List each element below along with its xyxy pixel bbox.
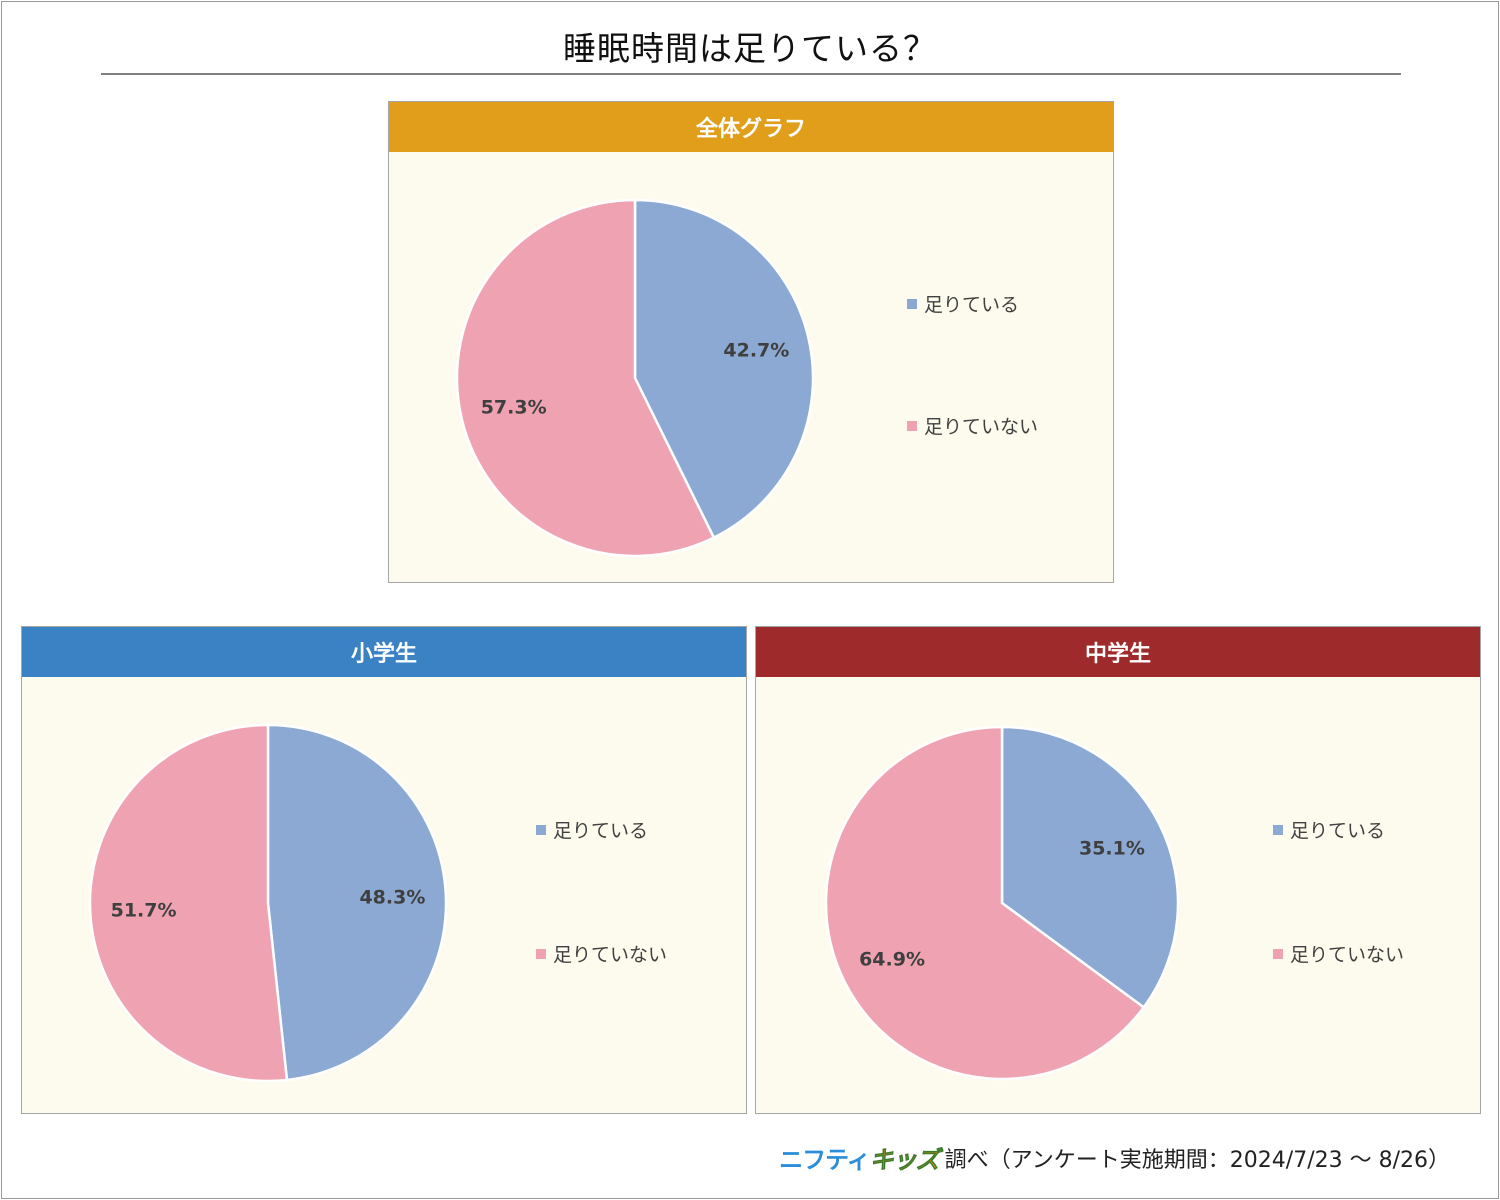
data-label: 57.3% [481,396,547,418]
pie-chart-overall: 42.7% 57.3% [455,198,815,558]
panel-header: 小学生 [22,627,746,677]
chart-panel-overall: 全体グラフ 42.7% 57.3% 足りている 足りていない [388,101,1114,583]
data-label: 42.7% [723,340,789,362]
legend-swatch [1273,948,1283,959]
pie-slice-not-enough [88,723,289,1083]
chart-panel-junior-high: 中学生 35.1% 64.9% 足りている 足りていない [755,626,1481,1114]
data-label: 48.3% [359,886,425,908]
legend-swatch [1273,824,1283,835]
legend-item-enough: 足りている [907,290,1019,317]
source-text: 調べ（アンケート実施期間：2024/7/23 ～ 8/26） [944,1147,1450,1173]
legend-label: 足りていない [1290,944,1405,966]
legend-swatch [536,948,546,959]
legend-label: 足りていない [924,416,1039,438]
brand-logo-part-b: キッズ [869,1146,940,1175]
chart-panel-elementary: 小学生 48.3% 51.7% 足りている 足りていない [21,626,747,1114]
pie-slice-not-enough [824,725,1146,1081]
legend-item-not-enough: 足りていない [907,412,1038,439]
legend-label: 足りていない [553,944,668,966]
pie-chart-junior-high: 35.1% 64.9% [824,725,1180,1081]
data-label: 35.1% [1079,837,1145,859]
pie-slice-enough [1000,725,1180,1010]
panel-title: 中学生 [1084,642,1151,667]
figure-title: 睡眠時間は足りている？ [563,29,937,68]
pie-chart-elementary: 48.3% 51.7% [88,723,448,1083]
data-label: 51.7% [111,900,177,922]
brand-logo: ニフティキッズ [779,1140,940,1175]
legend-swatch [536,824,546,835]
legend-swatch [907,298,917,309]
legend-item-not-enough: 足りていない [536,940,667,967]
pie-slice-not-enough [455,198,716,558]
source-footer: ニフティキッズ 調べ（アンケート実施期間：2024/7/23 ～ 8/26） [779,1140,1450,1175]
legend-swatch [907,420,917,431]
panel-header: 中学生 [756,627,1480,677]
title-divider [101,73,1401,75]
pie-slice-enough [266,723,448,1082]
panel-header: 全体グラフ [389,102,1113,152]
legend-label: 足りている [553,820,649,842]
legend-label: 足りている [1290,820,1386,842]
data-label: 64.9% [859,949,925,971]
pie-slice-enough [633,198,815,540]
brand-logo-part-a: ニフティ [779,1146,871,1174]
panel-title: 小学生 [350,642,417,667]
legend-item-enough: 足りている [1273,816,1385,843]
legend-item-enough: 足りている [536,816,648,843]
legend-item-not-enough: 足りていない [1273,940,1404,967]
legend-label: 足りている [924,294,1020,316]
panel-title: 全体グラフ [695,117,806,142]
